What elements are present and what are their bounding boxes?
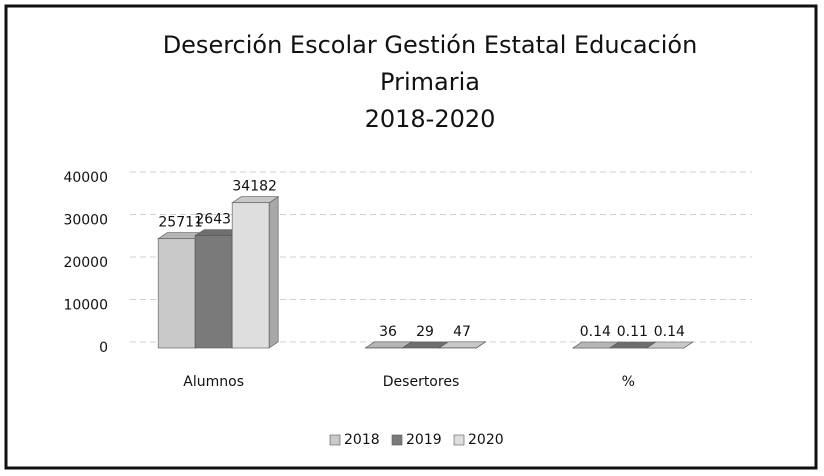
data-label: 26432 — [195, 212, 240, 228]
legend-label: 2018 — [344, 432, 380, 448]
legend-swatch — [329, 434, 341, 446]
chart-title: 2018-2020 — [365, 105, 496, 133]
data-label: 25711 — [158, 215, 203, 231]
bar — [438, 341, 487, 349]
chart-frame — [4, 4, 818, 470]
x-tick-label: % — [622, 374, 635, 390]
legend-label: 2020 — [468, 432, 504, 448]
bar-top — [645, 341, 694, 349]
legend-swatch — [391, 434, 403, 446]
data-label: 0.14 — [654, 324, 685, 340]
y-tick-label: 30000 — [63, 213, 108, 229]
data-label: 0.14 — [580, 324, 611, 340]
bar — [231, 196, 280, 349]
y-tick-label: 10000 — [63, 298, 108, 314]
data-label: 34182 — [232, 179, 277, 195]
bar-front — [194, 235, 233, 349]
chart-title: Primaria — [380, 68, 480, 96]
y-tick-label: 40000 — [63, 170, 108, 186]
bar-top — [231, 196, 280, 204]
data-label: 29 — [416, 324, 434, 340]
chart-title: Deserción Escolar Gestión Estatal Educac… — [163, 31, 698, 59]
x-tick-label: Desertores — [383, 374, 459, 390]
bar-top — [438, 341, 487, 349]
data-label: 47 — [453, 324, 471, 340]
legend-swatch — [453, 434, 465, 446]
data-label: 0.11 — [617, 324, 648, 340]
legend-label: 2019 — [406, 432, 442, 448]
bar-front — [231, 202, 270, 349]
y-tick-label: 0 — [99, 340, 108, 356]
y-tick-label: 20000 — [63, 255, 108, 271]
bar-side — [268, 196, 279, 349]
x-tick-label: Alumnos — [183, 374, 244, 390]
bar-front — [157, 238, 196, 349]
bar — [645, 341, 694, 349]
data-label: 36 — [379, 324, 397, 340]
